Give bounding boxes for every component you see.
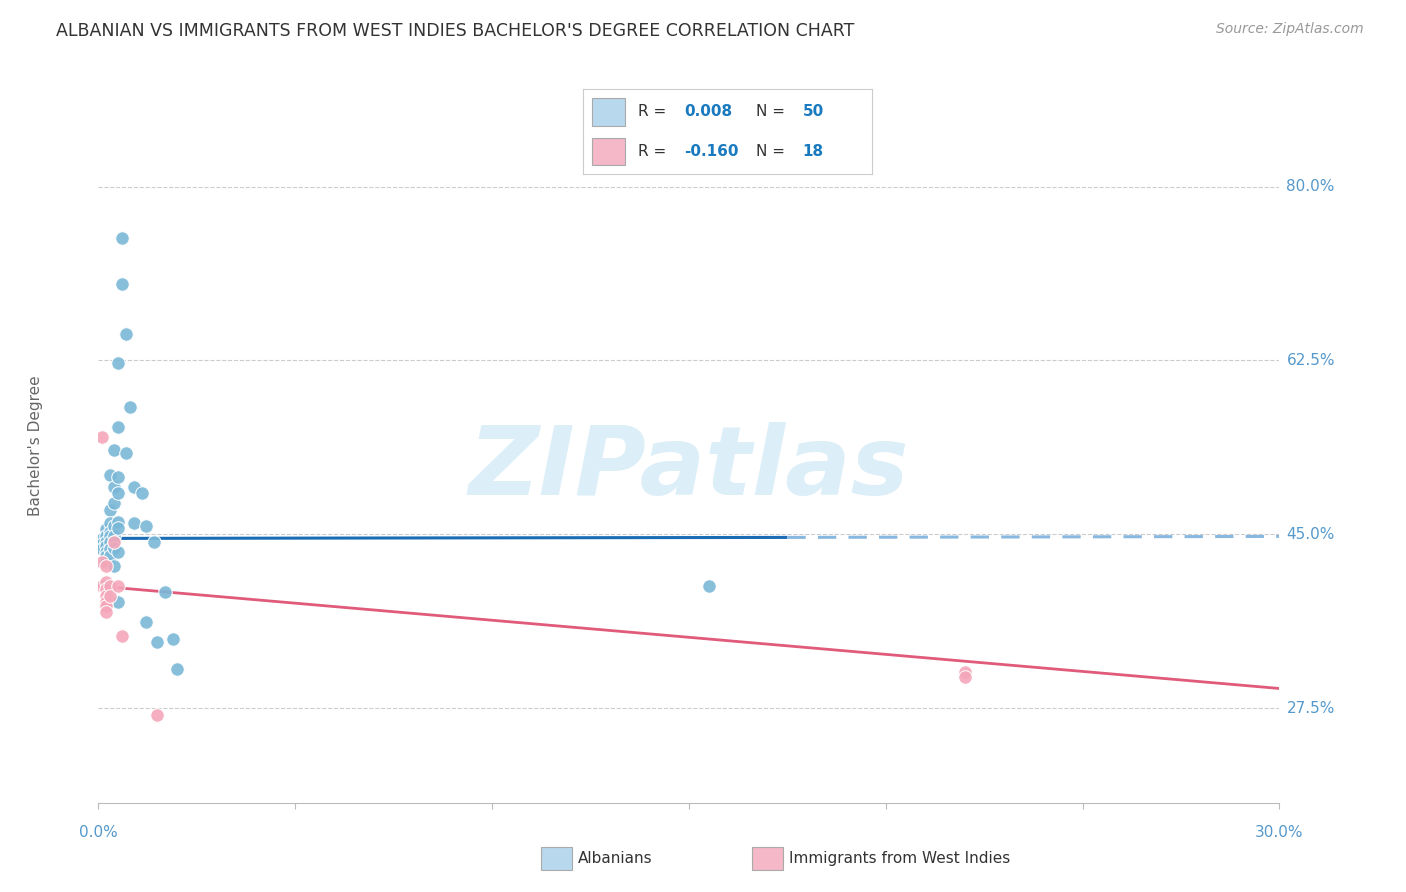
Point bbox=[98, 516, 121, 530]
Point bbox=[107, 420, 129, 434]
Point bbox=[98, 502, 121, 516]
Point bbox=[122, 516, 145, 530]
Text: N =: N = bbox=[756, 104, 790, 120]
Point bbox=[142, 535, 165, 549]
Point bbox=[131, 485, 153, 500]
Point bbox=[953, 669, 976, 683]
Text: Immigrants from West Indies: Immigrants from West Indies bbox=[789, 852, 1010, 866]
Text: R =: R = bbox=[638, 104, 672, 120]
Text: -0.160: -0.160 bbox=[685, 144, 740, 159]
Point bbox=[115, 326, 138, 341]
Point bbox=[91, 555, 114, 569]
Point bbox=[103, 442, 125, 457]
Point bbox=[96, 595, 118, 609]
Point bbox=[96, 540, 118, 554]
Point bbox=[98, 589, 121, 603]
Point bbox=[107, 521, 129, 535]
Point bbox=[107, 579, 129, 593]
Text: 50: 50 bbox=[803, 104, 824, 120]
Point bbox=[146, 708, 169, 723]
Point bbox=[91, 542, 114, 557]
Point bbox=[103, 541, 125, 556]
Text: N =: N = bbox=[756, 144, 790, 159]
Point bbox=[98, 467, 121, 482]
Point bbox=[107, 595, 129, 609]
Point bbox=[98, 535, 121, 549]
FancyBboxPatch shape bbox=[592, 98, 626, 126]
Point bbox=[91, 430, 114, 444]
Point bbox=[98, 579, 121, 593]
Point bbox=[91, 537, 114, 551]
Point bbox=[107, 356, 129, 370]
Point bbox=[162, 632, 184, 646]
Text: 18: 18 bbox=[803, 144, 824, 159]
Point bbox=[166, 662, 188, 676]
Point bbox=[96, 582, 118, 596]
Text: Source: ZipAtlas.com: Source: ZipAtlas.com bbox=[1216, 22, 1364, 37]
Text: Bachelor's Degree: Bachelor's Degree bbox=[28, 376, 42, 516]
Point bbox=[96, 599, 118, 613]
Point bbox=[96, 559, 118, 574]
Point bbox=[98, 542, 121, 557]
Text: 30.0%: 30.0% bbox=[1256, 825, 1303, 840]
Point bbox=[115, 446, 138, 460]
Text: 45.0%: 45.0% bbox=[1286, 527, 1334, 542]
Point bbox=[96, 545, 118, 559]
Point bbox=[111, 629, 134, 643]
Point bbox=[98, 525, 121, 540]
Point bbox=[98, 529, 121, 543]
Point bbox=[135, 519, 157, 533]
Point bbox=[107, 485, 129, 500]
Point bbox=[96, 575, 118, 590]
Point bbox=[155, 585, 177, 599]
FancyBboxPatch shape bbox=[592, 137, 626, 165]
Text: 0.0%: 0.0% bbox=[79, 825, 118, 840]
Point bbox=[98, 549, 121, 564]
Point bbox=[103, 535, 125, 549]
Point bbox=[96, 523, 118, 537]
Point bbox=[107, 470, 129, 484]
Point bbox=[103, 559, 125, 574]
Text: 0.008: 0.008 bbox=[685, 104, 733, 120]
Point bbox=[103, 495, 125, 509]
Point bbox=[103, 535, 125, 549]
Point bbox=[118, 401, 141, 415]
Point bbox=[96, 605, 118, 619]
Point bbox=[111, 231, 134, 245]
Point bbox=[122, 480, 145, 494]
Point bbox=[135, 615, 157, 629]
Point bbox=[96, 555, 118, 569]
Point bbox=[96, 535, 118, 549]
Text: R =: R = bbox=[638, 144, 672, 159]
Point bbox=[91, 533, 114, 547]
Point bbox=[107, 515, 129, 529]
Point bbox=[96, 549, 118, 564]
Text: ALBANIAN VS IMMIGRANTS FROM WEST INDIES BACHELOR'S DEGREE CORRELATION CHART: ALBANIAN VS IMMIGRANTS FROM WEST INDIES … bbox=[56, 22, 855, 40]
Point bbox=[96, 529, 118, 543]
Point bbox=[103, 519, 125, 533]
Text: ZIPatlas: ZIPatlas bbox=[468, 422, 910, 516]
Point bbox=[697, 579, 720, 593]
Text: 62.5%: 62.5% bbox=[1286, 353, 1334, 368]
Point bbox=[111, 277, 134, 291]
Text: 27.5%: 27.5% bbox=[1286, 701, 1334, 716]
Text: 80.0%: 80.0% bbox=[1286, 179, 1334, 194]
Point bbox=[103, 529, 125, 543]
Point bbox=[953, 665, 976, 679]
Point bbox=[146, 634, 169, 648]
Point bbox=[96, 589, 118, 603]
Point bbox=[107, 545, 129, 559]
Point bbox=[91, 579, 114, 593]
Point bbox=[103, 480, 125, 494]
Text: Albanians: Albanians bbox=[578, 852, 652, 866]
